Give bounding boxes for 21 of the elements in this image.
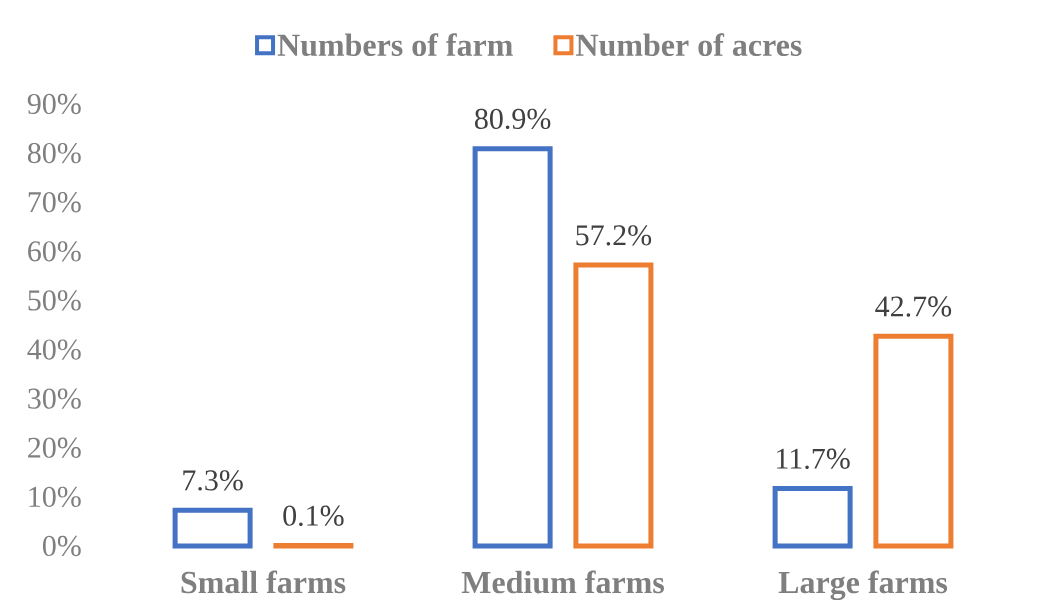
y-tick-label: 50% (28, 290, 81, 311)
y-tick-label: 40% (27, 339, 81, 360)
data-label: 11.7% (777, 448, 850, 469)
data-label: 0.1% (283, 505, 344, 526)
y-tick-label: 80% (27, 142, 81, 164)
y-tick-label: 90% (27, 93, 81, 115)
x-tick-label: Large farms (778, 570, 948, 601)
data-label: 80.9% (475, 108, 551, 130)
y-tick-label: 20% (28, 437, 81, 458)
y-tick-label: 60% (28, 241, 81, 262)
y-tick-label: 10% (29, 486, 81, 508)
data-label: 7.3% (183, 470, 243, 491)
data-label: 42.7% (875, 296, 952, 317)
y-tick-label: 30% (28, 388, 81, 409)
data-label: 57.2% (576, 225, 652, 246)
y-tick-label: 0% (42, 535, 81, 557)
y-tick-label: 70% (28, 192, 81, 213)
legend-label: Number of acres (576, 33, 802, 57)
x-tick-label: Medium farms (461, 570, 664, 594)
x-tick-label: Small farms (181, 570, 346, 594)
legend-label: Numbers of farm (277, 33, 513, 57)
